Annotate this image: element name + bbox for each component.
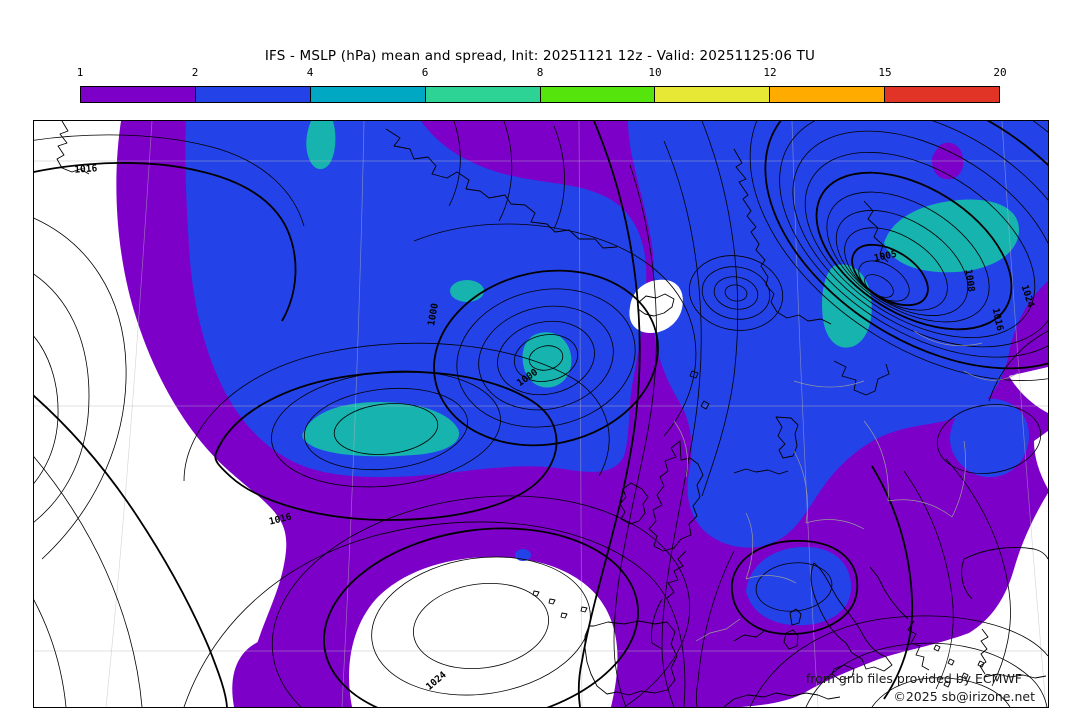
colorbar-spread-scale <box>80 86 1000 103</box>
spread-fill-teal-speck <box>450 280 484 302</box>
spread-fill-purple-turkey <box>942 528 989 585</box>
colorbar-segment-2 <box>310 87 426 102</box>
isobar-label-1016: 1016 <box>990 307 1006 332</box>
spread-fill-blue-east <box>950 398 1029 478</box>
isobar-label-1000: 1000 <box>426 302 441 327</box>
colorbar-tick-label: 10 <box>648 66 662 79</box>
colorbar-segment-5 <box>655 87 771 102</box>
colorbar-tick-label: 2 <box>191 66 199 79</box>
isobar-contours-thin <box>34 121 1048 707</box>
spread-fill-white-high <box>349 556 618 707</box>
country-borders <box>673 330 1019 642</box>
colorbar-tick-label: 15 <box>878 66 892 79</box>
spread-fill-teal-ne-large <box>884 199 1020 273</box>
colorbar-tick-labels: 1 2 4 6 8 10 12 15 20 <box>76 66 1007 81</box>
spread-fill-blue-alps <box>746 546 852 626</box>
colorbar-segment-6 <box>770 87 886 102</box>
coastlines <box>56 121 1048 707</box>
spread-fill-white-atlantic <box>34 121 287 707</box>
colorbar-tick-label: 1 <box>76 66 84 79</box>
spread-fills <box>34 121 1048 707</box>
colorbar-tick-label: 6 <box>421 66 429 79</box>
colorbar-segment-0 <box>81 87 196 102</box>
colorbar-segment-4 <box>540 87 656 102</box>
credit-ecmwf: from grib files provided by ECMWF <box>805 671 1022 686</box>
isobar-label-1016: 1016 <box>74 163 98 176</box>
map-canvas: 1016 1016 1000 1000 1024 1005 1008 1016 1024 fro… <box>33 120 1049 708</box>
colorbar-segment-1 <box>195 87 311 102</box>
spread-fill-white-southeast <box>741 493 1048 707</box>
isobar-label-1016: 1016 <box>268 511 293 527</box>
isobar-label-1008: 1008 <box>962 269 976 293</box>
colorbar-tick-label: 20 <box>993 66 1007 79</box>
spread-fill-teal <box>306 121 336 170</box>
colorbar-segment-7 <box>885 87 999 102</box>
isobar-contours-bold <box>34 121 1048 707</box>
colorbar-segment-3 <box>425 87 541 102</box>
spread-fill-white-wedge <box>1009 367 1048 413</box>
colorbar-tick-label: 8 <box>536 66 544 79</box>
spread-fill-purple-bottomleft <box>232 634 346 707</box>
credit-copyright: ©2025 sb@irizone.net <box>893 689 1035 704</box>
plot-title: IFS - MSLP (hPa) mean and spread, Init: … <box>264 48 816 64</box>
spread-fill-teal-azores <box>302 402 460 457</box>
colorbar-tick-label: 12 <box>763 66 777 79</box>
spread-fill-teal-central-low <box>522 332 572 388</box>
isobar-label-1005: 1005 <box>873 249 898 265</box>
spread-fill-white-wedge <box>1034 431 1048 489</box>
colorbar-tick-label: 4 <box>306 66 314 79</box>
